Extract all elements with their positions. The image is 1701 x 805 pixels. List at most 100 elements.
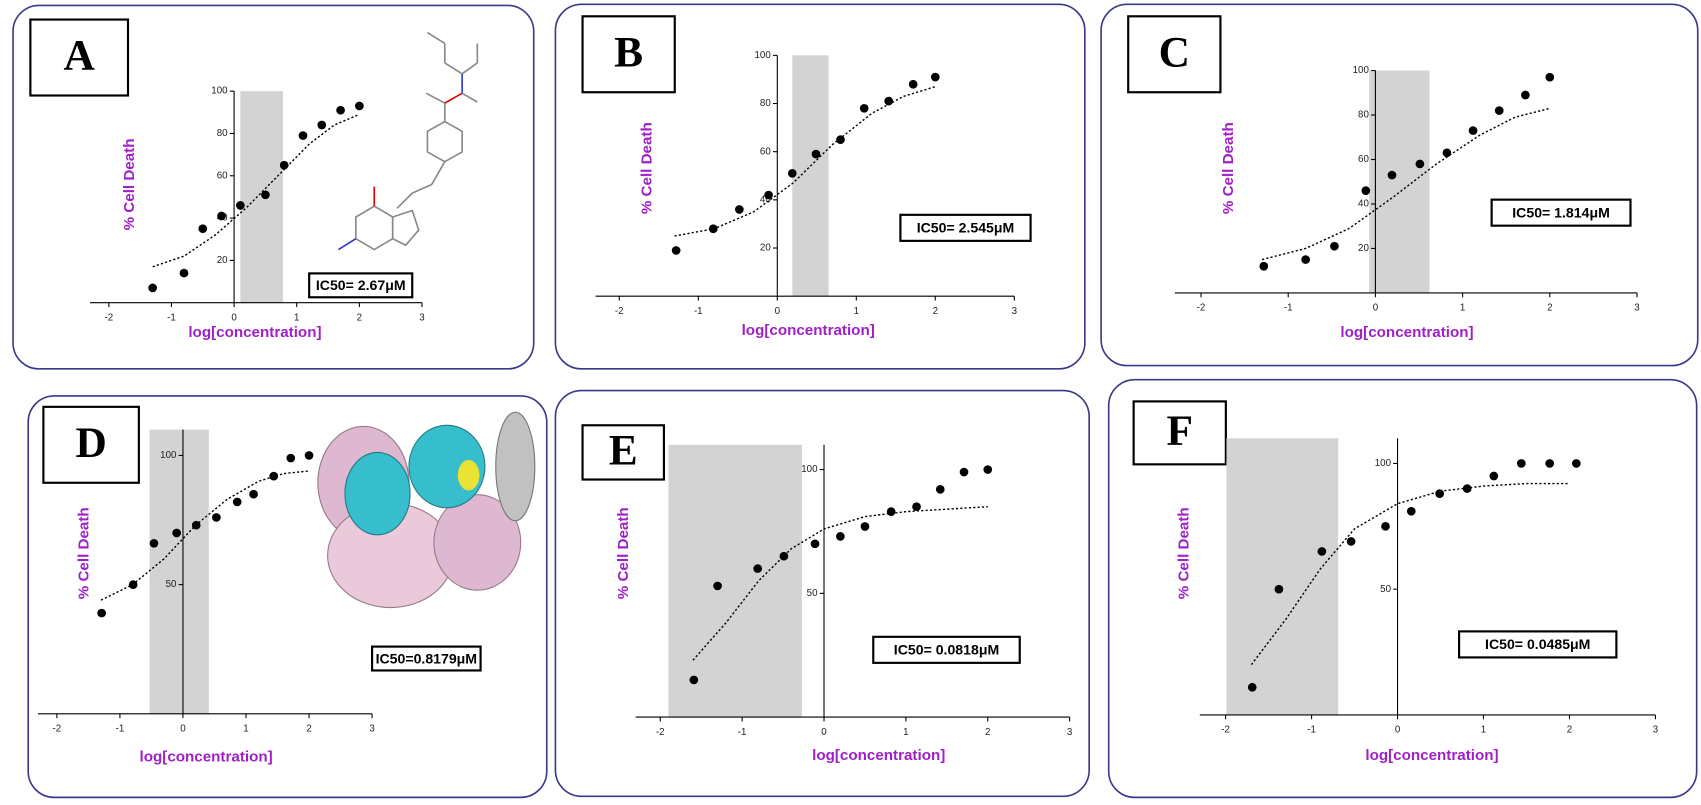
y-tick-label: 100 bbox=[160, 450, 177, 461]
panel-letter-box bbox=[29, 18, 130, 97]
data-point bbox=[1442, 148, 1452, 158]
data-point bbox=[1494, 106, 1504, 115]
data-point bbox=[1521, 90, 1530, 100]
x-tick-label: 0 bbox=[821, 727, 827, 738]
y-tick-label: 40 bbox=[760, 194, 771, 205]
data-point bbox=[1516, 459, 1526, 468]
x-tick-label: -2 bbox=[615, 306, 624, 317]
y-tick-label: 20 bbox=[217, 255, 228, 266]
panel-letter-box bbox=[42, 405, 140, 484]
data-point bbox=[172, 528, 182, 538]
x-tick-label: -1 bbox=[1284, 303, 1293, 314]
x-tick-label: -1 bbox=[1307, 725, 1316, 736]
panel-letter-box bbox=[581, 424, 665, 481]
data-point bbox=[764, 190, 773, 200]
x-axis-label: log[concentration] bbox=[742, 322, 875, 339]
data-point bbox=[1274, 584, 1284, 594]
panel: C -2 -1 0 1 2 3 20 40 60 80 100 % Cell Death log[conc… bbox=[1100, 3, 1699, 367]
data-point bbox=[811, 149, 821, 159]
y-tick-label: 20 bbox=[760, 243, 771, 254]
panel: B -2 -1 0 1 2 3 20 40 60 80 100 % Cell Death log[conc… bbox=[554, 3, 1086, 370]
x-tick-label: 1 bbox=[294, 312, 299, 323]
x-tick-label: 1 bbox=[903, 727, 908, 738]
x-tick-label: -1 bbox=[167, 312, 176, 323]
data-point bbox=[1387, 170, 1397, 180]
data-point bbox=[269, 471, 279, 481]
y-tick-label: 50 bbox=[807, 588, 818, 599]
x-tick-label: 3 bbox=[419, 312, 424, 323]
x-tick-label: 2 bbox=[933, 306, 938, 317]
shaded-range bbox=[668, 444, 802, 718]
y-tick-label: 100 bbox=[1353, 65, 1370, 76]
annotation-box bbox=[1458, 630, 1618, 659]
data-point bbox=[198, 224, 208, 233]
x-tick-label: 3 bbox=[1067, 727, 1072, 738]
y-tick-label: 100 bbox=[1375, 458, 1392, 469]
data-point bbox=[1330, 241, 1339, 251]
data-point bbox=[249, 489, 258, 499]
data-point bbox=[298, 131, 308, 140]
shaded-range bbox=[1226, 438, 1339, 715]
data-point bbox=[810, 539, 820, 549]
y-tick-label: 20 bbox=[1358, 243, 1369, 254]
x-tick-label: -2 bbox=[104, 312, 113, 323]
panel-letter: D bbox=[75, 419, 106, 467]
x-tick-label: 0 bbox=[231, 312, 237, 323]
data-point bbox=[1259, 261, 1269, 271]
x-tick-label: -2 bbox=[1197, 303, 1206, 314]
data-point bbox=[355, 101, 364, 111]
annotation: IC50= 0.0485μM bbox=[1485, 636, 1590, 652]
panel-frame bbox=[27, 395, 548, 799]
data-point bbox=[1317, 547, 1327, 556]
y-tick-label: 60 bbox=[1358, 154, 1369, 165]
panel-frame bbox=[1100, 3, 1699, 367]
data-point bbox=[97, 608, 106, 618]
x-tick-label: 1 bbox=[1460, 303, 1465, 314]
panel-frame bbox=[554, 389, 1090, 798]
data-point bbox=[1572, 459, 1581, 468]
x-tick-label: -2 bbox=[53, 724, 62, 735]
panel-frame bbox=[554, 3, 1086, 370]
x-tick-label: 0 bbox=[775, 306, 781, 317]
panel-letter: C bbox=[1159, 28, 1190, 76]
annotation-box bbox=[872, 635, 1021, 664]
fit-curve bbox=[152, 113, 360, 268]
x-tick-label: 2 bbox=[1567, 725, 1572, 736]
data-point bbox=[1361, 186, 1371, 195]
x-tick-label: 3 bbox=[369, 724, 374, 735]
data-point bbox=[149, 538, 159, 548]
panel-letter-box bbox=[1132, 400, 1227, 466]
data-point bbox=[859, 104, 869, 113]
data-point bbox=[912, 502, 921, 512]
data-point bbox=[232, 497, 242, 507]
data-point bbox=[279, 160, 289, 170]
y-tick-label: 50 bbox=[1380, 584, 1391, 595]
data-point bbox=[735, 205, 744, 214]
data-point bbox=[860, 522, 870, 531]
y-tick-label: 80 bbox=[760, 98, 771, 109]
x-tick-label: 1 bbox=[1481, 725, 1486, 736]
x-tick-label: -1 bbox=[116, 724, 125, 735]
annotation: IC50= 2.545μM bbox=[917, 220, 1015, 236]
x-tick-label: 3 bbox=[1012, 306, 1017, 317]
data-point bbox=[671, 246, 681, 255]
data-point bbox=[1346, 537, 1356, 546]
fit-curve bbox=[1261, 107, 1550, 261]
x-tick-label: 2 bbox=[1547, 303, 1552, 314]
data-point bbox=[930, 72, 940, 82]
data-point bbox=[983, 465, 993, 474]
data-point bbox=[836, 135, 845, 144]
panel-letter: F bbox=[1166, 407, 1193, 455]
x-tick-label: 2 bbox=[985, 727, 990, 738]
data-point bbox=[908, 79, 918, 89]
x-tick-label: -2 bbox=[1221, 725, 1230, 736]
data-point bbox=[179, 268, 189, 278]
data-point bbox=[753, 564, 763, 573]
x-axis-label: log[concentration] bbox=[1340, 324, 1473, 341]
y-tick-label: 80 bbox=[217, 128, 228, 139]
data-point bbox=[1545, 459, 1555, 468]
panel-letter: A bbox=[64, 32, 95, 80]
y-tick-label: 60 bbox=[217, 170, 228, 181]
data-point bbox=[1489, 471, 1499, 481]
